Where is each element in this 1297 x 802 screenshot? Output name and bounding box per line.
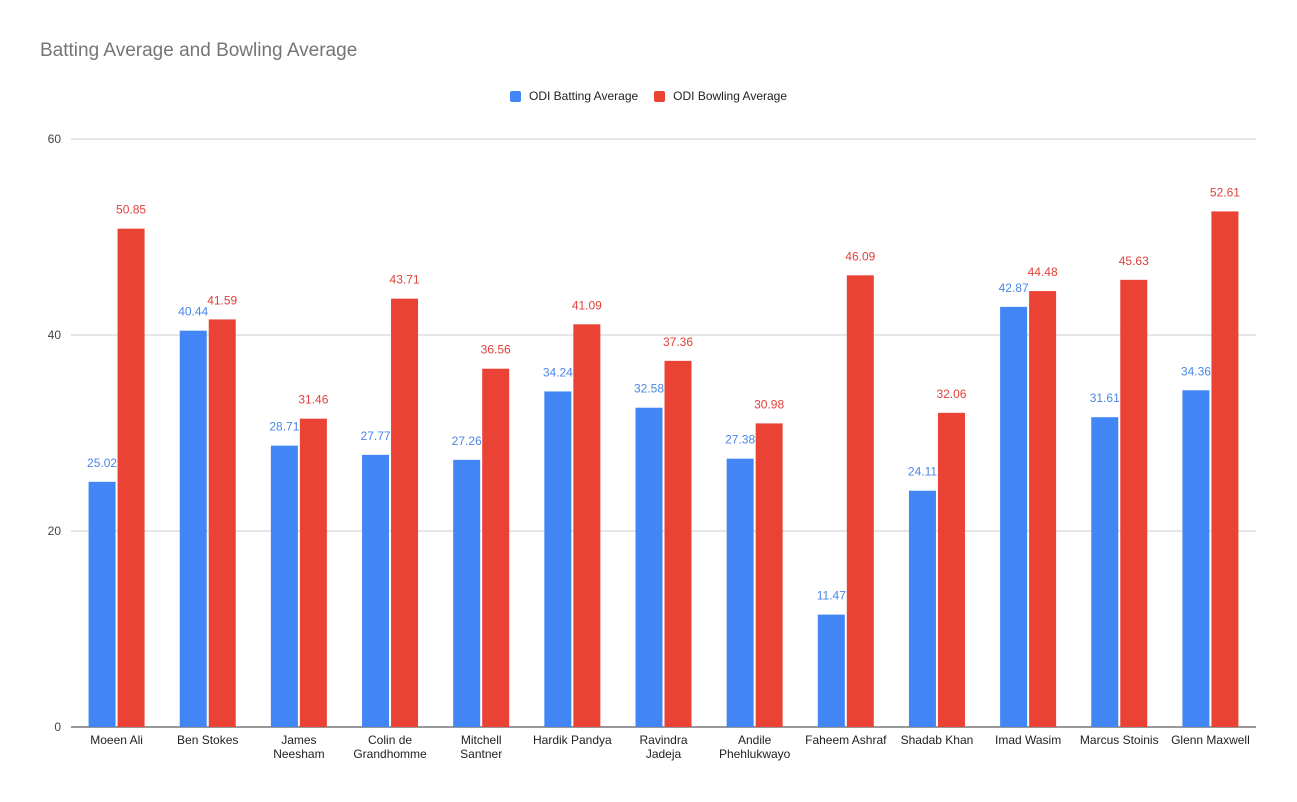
- bar-batting: [817, 614, 845, 727]
- data-label: 32.06: [936, 387, 966, 401]
- x-tick-label: Ravindra: [639, 733, 687, 747]
- bar-bowling: [1211, 211, 1239, 727]
- legend: ODI Batting Average ODI Bowling Average: [0, 89, 1297, 103]
- x-tick-label: Jadeja: [646, 747, 682, 761]
- x-tick-label: Moeen Ali: [90, 733, 143, 747]
- y-tick-label: 60: [48, 132, 62, 146]
- x-tick-label: Colin de: [368, 733, 412, 747]
- data-label: 27.26: [452, 434, 482, 448]
- data-label: 37.36: [663, 335, 693, 349]
- y-tick-label: 40: [48, 328, 62, 342]
- y-tick-label: 0: [54, 720, 61, 734]
- bar-batting: [726, 458, 754, 727]
- data-label: 42.87: [999, 281, 1029, 295]
- data-label: 32.58: [634, 382, 664, 396]
- legend-swatch-batting: [509, 90, 521, 102]
- legend-label-bowling: ODI Bowling Average: [673, 89, 788, 103]
- bar-bowling: [1029, 291, 1057, 727]
- data-label: 50.85: [116, 203, 146, 217]
- legend-item-batting[interactable]: ODI Batting Average: [509, 89, 639, 103]
- bar-bowling: [755, 423, 783, 727]
- data-label: 25.02: [87, 456, 117, 470]
- data-label: 44.48: [1028, 265, 1058, 279]
- bar-batting: [908, 490, 936, 727]
- x-tick-label: Imad Wasim: [995, 733, 1061, 747]
- bar-bowling: [664, 360, 692, 727]
- x-tick-label: Hardik Pandya: [533, 733, 612, 747]
- bar-batting: [1182, 390, 1210, 727]
- data-label: 27.38: [725, 433, 755, 447]
- bar-batting: [1000, 306, 1028, 727]
- bar-batting: [88, 481, 116, 727]
- x-tick-label: James: [281, 733, 316, 747]
- x-tick-label: Andile: [738, 733, 772, 747]
- bar-batting: [179, 330, 207, 727]
- bar-batting: [270, 445, 298, 727]
- x-tick-label: Faheem Ashraf: [805, 733, 887, 747]
- bar-bowling: [846, 275, 874, 727]
- x-tick-label: Shadab Khan: [901, 733, 974, 747]
- data-label: 34.24: [543, 365, 573, 379]
- data-label: 43.71: [390, 273, 420, 287]
- x-tick-label: Ben Stokes: [177, 733, 238, 747]
- bar-batting: [1091, 417, 1119, 727]
- y-tick-label: 20: [48, 524, 62, 538]
- data-label: 27.77: [361, 429, 391, 443]
- bar-bowling: [208, 319, 236, 727]
- bar-batting: [362, 454, 390, 727]
- data-label: 46.09: [845, 249, 875, 263]
- bar-bowling: [1120, 279, 1148, 727]
- x-tick-label: Neesham: [273, 747, 324, 761]
- x-tick-label: Glenn Maxwell: [1171, 733, 1250, 747]
- bar-bowling: [391, 298, 419, 727]
- chart-title: Batting Average and Bowling Average: [40, 40, 358, 61]
- data-label: 31.61: [1090, 391, 1120, 405]
- legend-label-batting: ODI Batting Average: [528, 89, 639, 103]
- x-tick-label: Grandhomme: [353, 747, 427, 761]
- x-tick-label: Marcus Stoinis: [1080, 733, 1159, 747]
- data-label: 28.71: [269, 420, 299, 434]
- x-tick-label: Phehlukwayo: [719, 747, 791, 761]
- bar-batting: [453, 459, 481, 727]
- data-label: 31.46: [298, 393, 328, 407]
- bar-batting: [544, 391, 572, 727]
- data-label: 40.44: [178, 305, 208, 319]
- data-label: 11.47: [817, 589, 846, 603]
- data-label: 30.98: [754, 397, 784, 411]
- data-label: 41.09: [572, 298, 602, 312]
- bar-batting: [635, 407, 663, 727]
- bar-bowling: [937, 412, 965, 727]
- legend-swatch-bowling: [654, 90, 666, 102]
- bar-bowling: [299, 418, 327, 727]
- data-label: 36.56: [481, 343, 511, 357]
- bar-bowling: [482, 368, 510, 727]
- x-tick-label: Santner: [460, 747, 502, 761]
- legend-item-bowling[interactable]: ODI Bowling Average: [654, 89, 787, 103]
- data-label: 34.36: [1181, 364, 1211, 378]
- bar-bowling: [117, 228, 145, 728]
- data-label: 45.63: [1119, 254, 1149, 268]
- data-label: 24.11: [908, 465, 937, 479]
- x-tick-label: Mitchell: [461, 733, 502, 747]
- data-label: 41.59: [207, 293, 237, 307]
- bar-bowling: [573, 324, 601, 727]
- data-label: 52.61: [1210, 185, 1240, 199]
